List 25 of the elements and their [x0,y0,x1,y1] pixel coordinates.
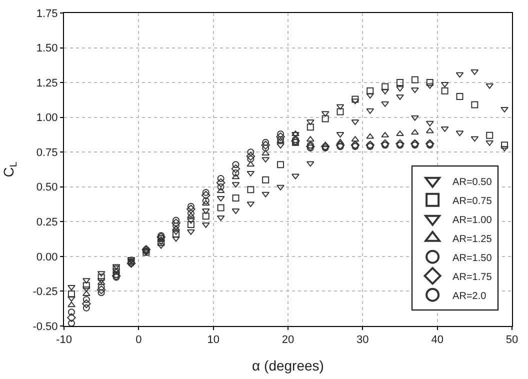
y-tick-label: -0.25 [32,286,58,298]
legend-label: AR=1.25 [452,234,492,245]
y-tick-label: 0.00 [36,251,58,264]
legend-label: AR=0.50 [452,176,492,188]
legend-label: AR=1.50 [452,252,492,264]
x-tick-label: 0 [136,334,142,346]
y-tick-label: 1.50 [36,42,58,55]
y-tick-label: 1.25 [36,77,58,90]
x-tick-label: 30 [356,334,369,346]
y-tick-label: 0.50 [36,182,58,194]
y-tick-label: 1.75 [36,8,58,20]
x-tick-label: 20 [282,334,294,346]
y-tick-label: 1.00 [36,112,58,124]
legend-label: AR=0.75 [452,196,492,207]
legend-label: AR=2.0 [452,290,487,302]
legend-label: AR=1.75 [452,272,492,283]
y-tick-label: -0.50 [32,320,58,333]
y-tick-label: 0.75 [36,146,58,159]
x-tick-label: 50 [506,334,518,346]
x-axis-title: α (degrees) [252,358,324,374]
legend-label: AR=1.00 [452,214,492,226]
x-tick-label: 10 [207,334,220,346]
x-tick-label: -10 [56,334,72,346]
y-tick-label: 0.25 [36,216,58,229]
x-tick-label: 40 [431,334,444,346]
